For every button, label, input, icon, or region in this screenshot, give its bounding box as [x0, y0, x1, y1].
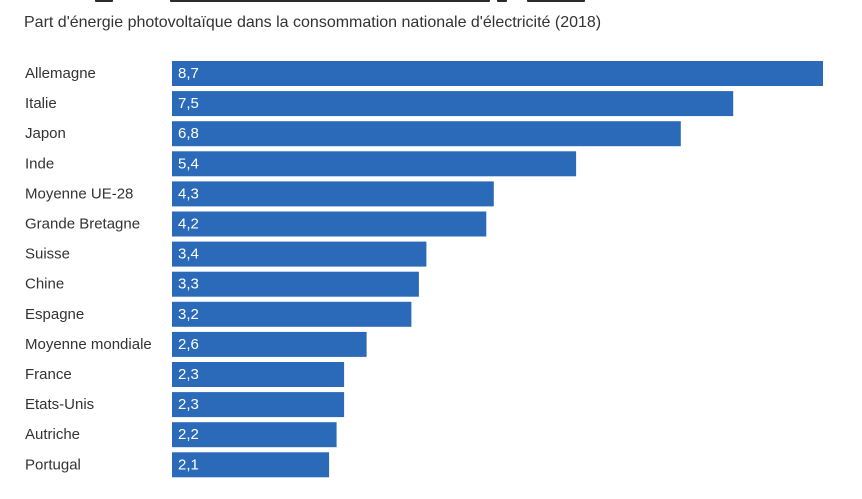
category-label: Italie	[25, 95, 57, 112]
value-label: 2,2	[178, 426, 199, 443]
bar	[172, 181, 494, 207]
category-label: Espagne	[25, 306, 84, 323]
category-label: Moyenne mondiale	[25, 336, 152, 353]
category-label: Inde	[25, 155, 54, 172]
value-label: 2,1	[178, 456, 199, 473]
bar	[172, 151, 577, 177]
bar	[172, 422, 337, 448]
bar	[172, 392, 345, 418]
bar	[172, 211, 487, 237]
bar	[172, 271, 419, 297]
category-label: Portugal	[25, 456, 81, 473]
bar	[172, 362, 345, 387]
value-label: 3,2	[178, 306, 199, 323]
bar	[172, 121, 681, 147]
category-label: Japon	[25, 125, 66, 142]
bar	[172, 331, 367, 357]
bar	[172, 452, 330, 478]
value-label: 2,3	[178, 366, 199, 383]
value-label: 2,6	[178, 336, 199, 353]
category-label: Allemagne	[25, 65, 96, 82]
value-label: 4,3	[178, 185, 199, 202]
category-label: France	[25, 366, 72, 383]
value-label: 4,2	[178, 216, 199, 233]
value-label: 7,5	[178, 95, 199, 112]
value-label: 2,3	[178, 396, 199, 413]
bar	[172, 61, 823, 86]
category-label: Suisse	[25, 246, 70, 263]
category-label: Chine	[25, 276, 64, 293]
value-label: 3,3	[178, 276, 199, 293]
bar	[172, 241, 427, 267]
category-label: Moyenne UE-28	[25, 185, 133, 202]
category-label: Autriche	[25, 426, 80, 443]
chart-subtitle: Part d'énergie photovoltaïque dans la co…	[24, 14, 602, 31]
value-label: 8,7	[178, 65, 199, 82]
bar	[172, 91, 734, 117]
cropped-title-remnant	[0, 0, 862, 4]
bar	[172, 301, 412, 327]
value-label: 5,4	[178, 155, 199, 172]
value-label: 6,8	[178, 125, 199, 142]
category-label: Etats-Unis	[25, 396, 94, 413]
category-label: Grande Bretagne	[25, 216, 140, 233]
value-label: 3,4	[178, 246, 199, 263]
